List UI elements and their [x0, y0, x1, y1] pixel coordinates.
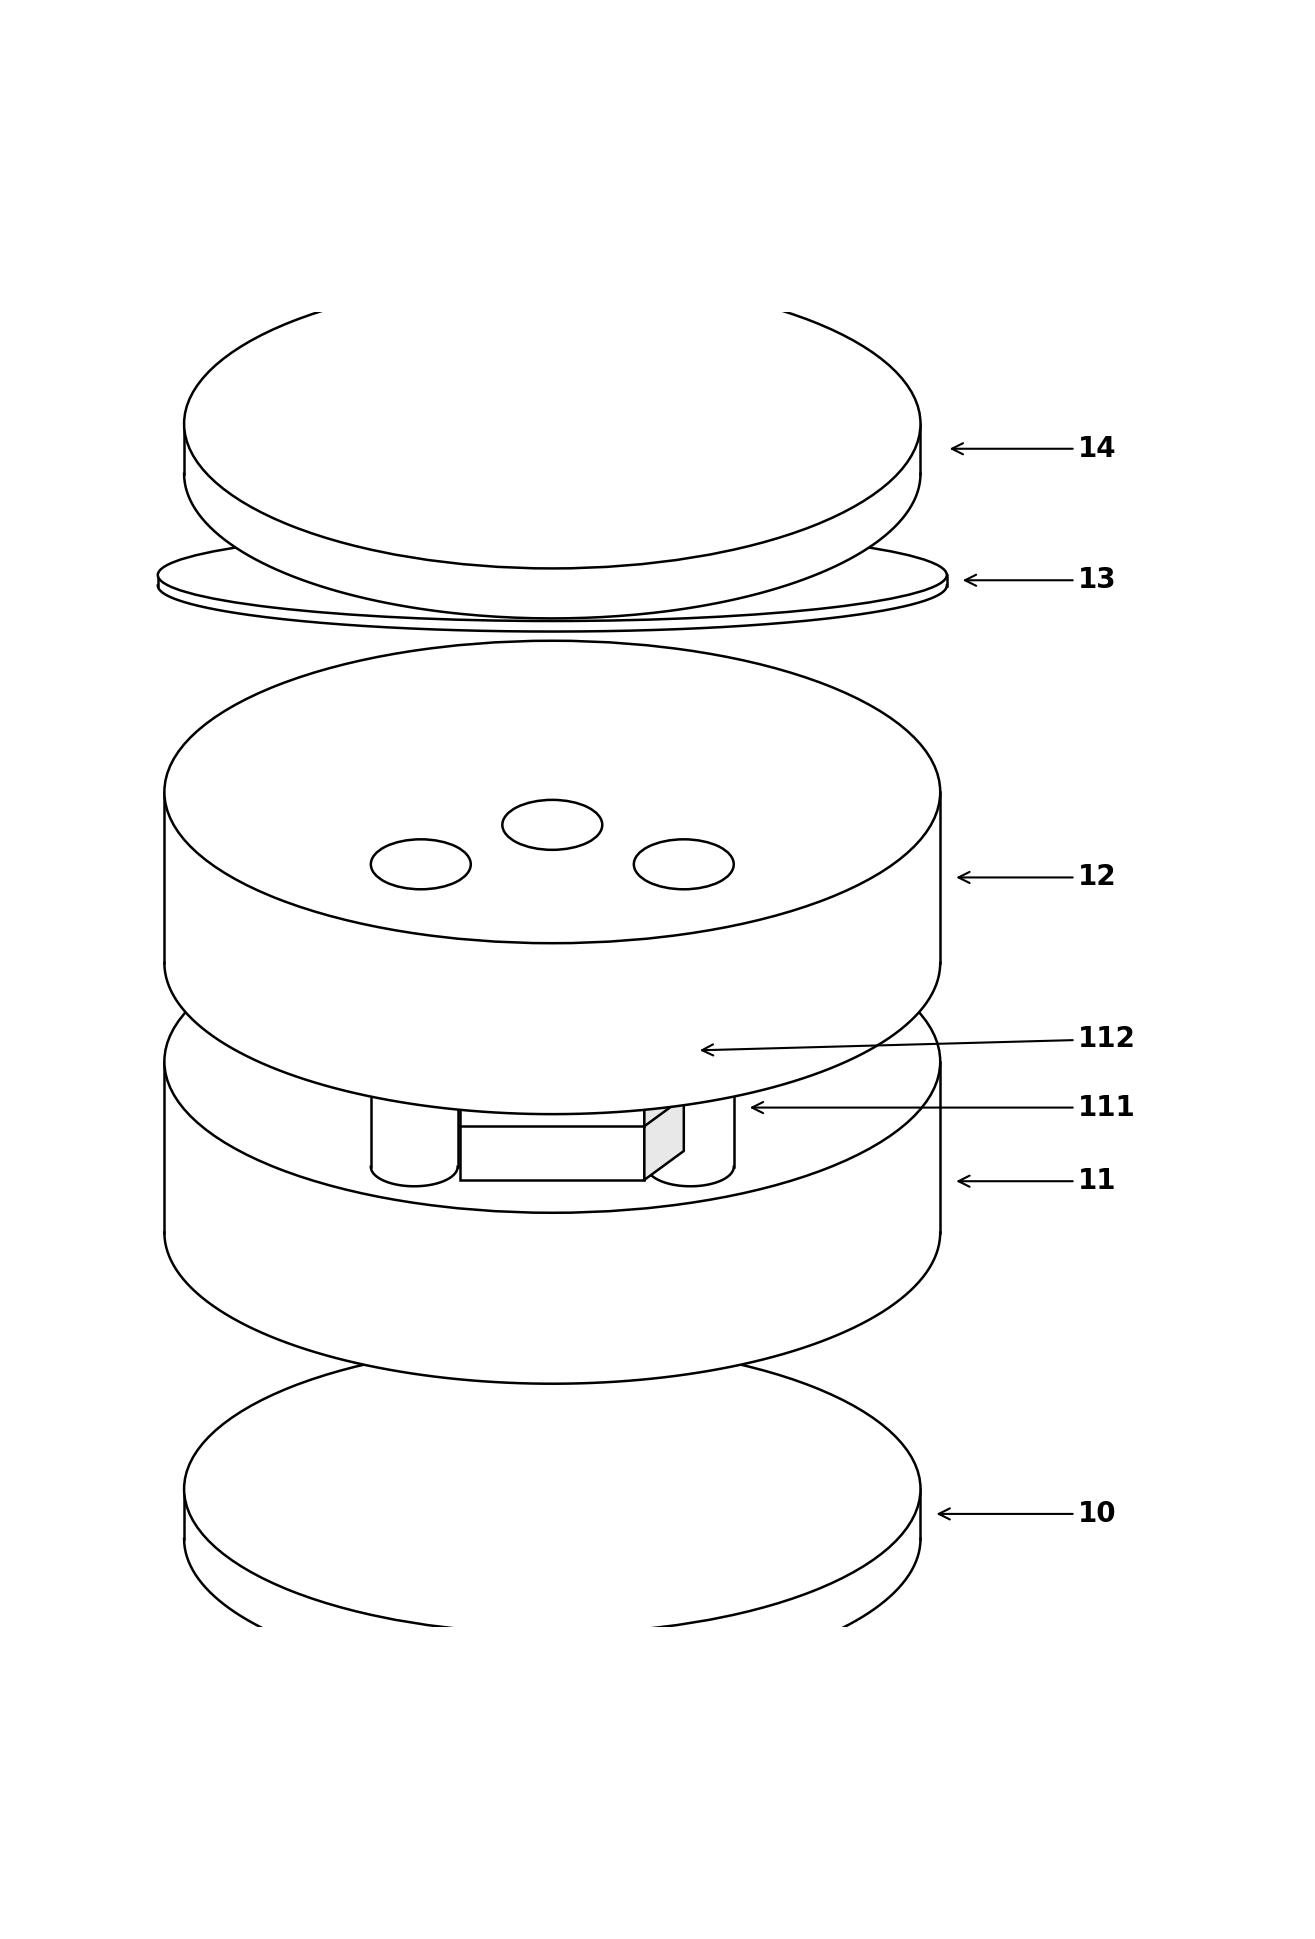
Text: 13: 13: [965, 566, 1116, 593]
Polygon shape: [460, 1039, 684, 1068]
Ellipse shape: [502, 801, 602, 849]
Ellipse shape: [184, 1344, 920, 1633]
Text: 10: 10: [939, 1501, 1116, 1528]
Bar: [460, 1068, 644, 1181]
Ellipse shape: [158, 529, 947, 620]
Polygon shape: [371, 1049, 458, 1187]
Ellipse shape: [371, 1030, 458, 1068]
Text: 11: 11: [959, 1167, 1116, 1194]
Ellipse shape: [164, 909, 940, 1212]
Polygon shape: [647, 1049, 734, 1187]
Polygon shape: [158, 576, 947, 632]
Polygon shape: [164, 1061, 940, 1384]
Ellipse shape: [647, 1030, 734, 1068]
Text: 112: 112: [702, 1026, 1136, 1055]
Ellipse shape: [371, 840, 471, 890]
Text: 12: 12: [959, 863, 1116, 892]
Ellipse shape: [164, 640, 940, 942]
Polygon shape: [184, 425, 920, 619]
Ellipse shape: [184, 279, 920, 568]
Text: 14: 14: [952, 434, 1116, 463]
Polygon shape: [164, 791, 940, 1115]
Ellipse shape: [634, 840, 734, 890]
Polygon shape: [644, 1039, 684, 1181]
Polygon shape: [184, 1489, 920, 1683]
Text: 111: 111: [752, 1094, 1136, 1121]
